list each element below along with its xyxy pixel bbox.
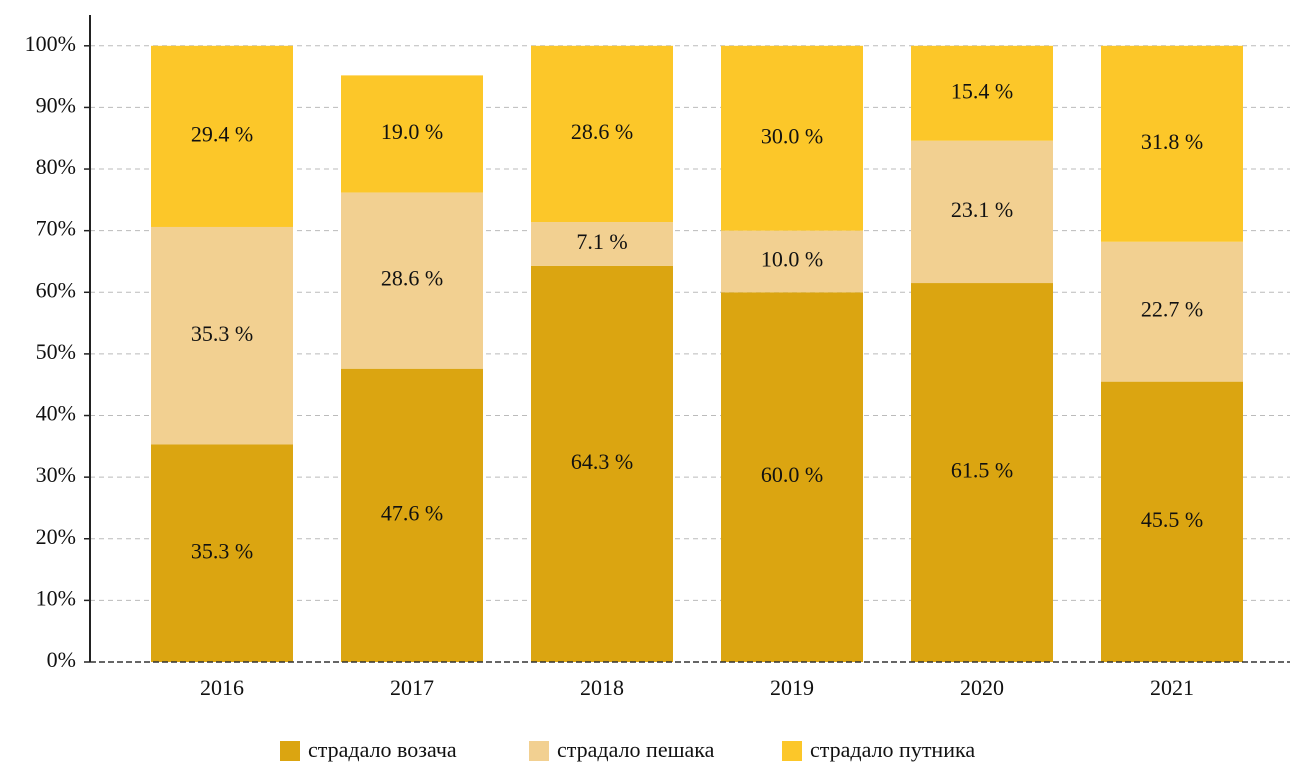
value-label: 30.0 %: [761, 123, 823, 148]
legend-label: страдало пешака: [557, 737, 715, 762]
x-tick-label: 2019: [770, 675, 814, 700]
bar-segment: [151, 45, 293, 227]
y-tick-label: 80%: [36, 154, 76, 179]
y-tick-label: 20%: [36, 524, 76, 549]
value-label: 64.3 %: [571, 449, 633, 474]
bar-segment: [911, 283, 1053, 662]
value-label: 61.5 %: [951, 458, 1013, 483]
legend-label: страдало возача: [308, 737, 457, 762]
value-label: 15.4 %: [951, 78, 1013, 103]
y-tick-label: 0%: [47, 647, 76, 672]
x-tick-label: 2017: [390, 675, 434, 700]
value-label: 22.7 %: [1141, 297, 1203, 322]
bar-segment: [341, 75, 483, 193]
x-tick-label: 2018: [580, 675, 624, 700]
bar-segment: [911, 45, 1053, 141]
bar-segment: [531, 222, 673, 266]
value-label: 45.5 %: [1141, 507, 1203, 532]
y-tick-label: 40%: [36, 401, 76, 426]
bar-segment: [341, 368, 483, 662]
bar-segment: [1101, 381, 1243, 662]
legend-swatch: [529, 741, 549, 761]
y-tick-label: 30%: [36, 462, 76, 487]
bar-segment: [1101, 45, 1243, 242]
x-tick-label: 2016: [200, 675, 244, 700]
bar-segment: [341, 192, 483, 369]
y-tick-label: 50%: [36, 339, 76, 364]
bar-segment: [1101, 241, 1243, 382]
value-label: 7.1 %: [576, 229, 627, 254]
bar-segment: [721, 230, 863, 293]
value-label: 29.4 %: [191, 121, 253, 146]
y-tick-label: 60%: [36, 277, 76, 302]
legend-label: страдало путника: [810, 737, 975, 762]
bar-segment: [721, 45, 863, 231]
value-label: 28.6 %: [381, 266, 443, 291]
bar-segment: [911, 140, 1053, 284]
value-label: 28.6 %: [571, 119, 633, 144]
y-tick-label: 90%: [36, 92, 76, 117]
y-tick-label: 70%: [36, 216, 76, 241]
bar-segment: [151, 444, 293, 662]
value-label: 19.0 %: [381, 119, 443, 144]
value-label: 31.8 %: [1141, 129, 1203, 154]
bar-segment: [151, 226, 293, 445]
value-label: 10.0 %: [761, 247, 823, 272]
value-label: 60.0 %: [761, 462, 823, 487]
y-tick-label: 100%: [25, 31, 76, 56]
bar-segment: [531, 265, 673, 662]
bar-segment: [531, 45, 673, 223]
legend-swatch: [280, 741, 300, 761]
value-label: 47.6 %: [381, 500, 443, 525]
bar-segment: [721, 292, 863, 662]
x-tick-label: 2021: [1150, 675, 1194, 700]
x-tick-label: 2020: [960, 675, 1004, 700]
value-label: 23.1 %: [951, 197, 1013, 222]
value-label: 35.3 %: [191, 538, 253, 563]
y-tick-label: 10%: [36, 585, 76, 610]
value-label: 35.3 %: [191, 321, 253, 346]
legend-swatch: [782, 741, 802, 761]
